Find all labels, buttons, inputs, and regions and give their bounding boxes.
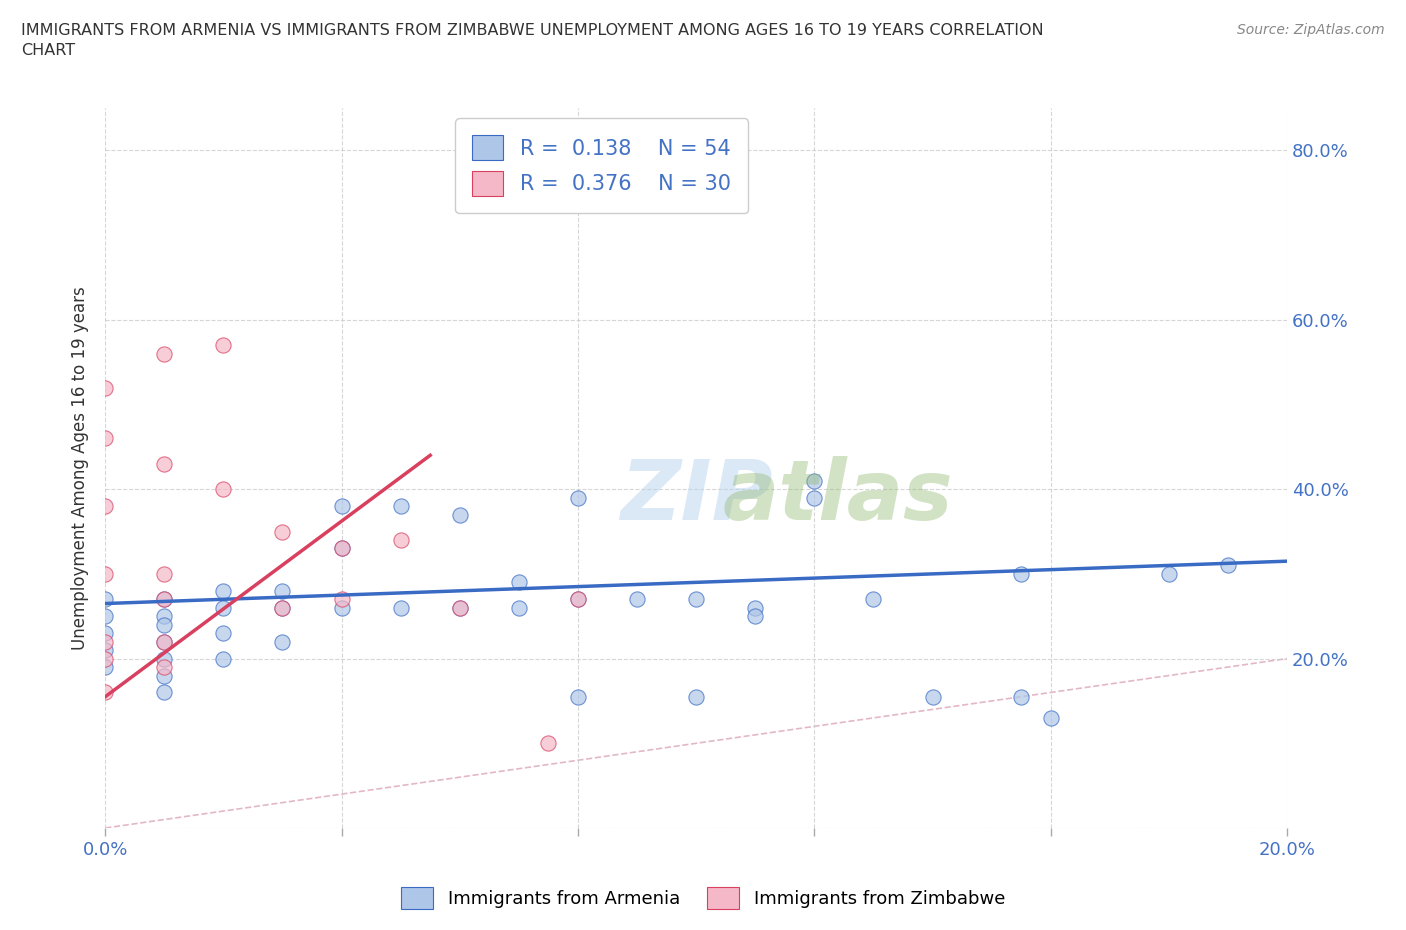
Point [153, 685, 176, 700]
Point [212, 482, 235, 497]
Point [94, 659, 117, 674]
Point [94, 591, 117, 606]
Point [94, 609, 117, 624]
Point [94, 651, 117, 666]
Point [94, 498, 117, 513]
Point [744, 601, 766, 616]
Point [212, 583, 235, 598]
Text: atlas: atlas [723, 457, 953, 538]
Y-axis label: Unemployment Among Ages 16 to 19 years: Unemployment Among Ages 16 to 19 years [72, 286, 89, 650]
Point [567, 490, 589, 505]
Point [153, 659, 176, 674]
Point [271, 634, 294, 649]
Point [271, 601, 294, 616]
Point [389, 533, 412, 548]
Point [94, 685, 117, 700]
Point [1010, 566, 1032, 581]
Point [449, 601, 471, 616]
Point [1216, 558, 1239, 573]
Point [153, 591, 176, 606]
Point [153, 609, 176, 624]
Point [153, 651, 176, 666]
Point [94, 380, 117, 395]
Point [1010, 689, 1032, 704]
Point [803, 473, 825, 488]
Point [508, 575, 530, 590]
Text: ZIP: ZIP [620, 457, 772, 538]
Point [271, 583, 294, 598]
Point [153, 346, 176, 361]
Point [567, 689, 589, 704]
Point [94, 643, 117, 658]
Point [212, 651, 235, 666]
Text: Source: ZipAtlas.com: Source: ZipAtlas.com [1237, 23, 1385, 37]
Point [685, 591, 707, 606]
Point [389, 498, 412, 513]
Text: IMMIGRANTS FROM ARMENIA VS IMMIGRANTS FROM ZIMBABWE UNEMPLOYMENT AMONG AGES 16 T: IMMIGRANTS FROM ARMENIA VS IMMIGRANTS FR… [21, 23, 1043, 58]
Point [449, 601, 471, 616]
Point [94, 626, 117, 641]
Point [330, 601, 353, 616]
Point [508, 601, 530, 616]
Point [330, 541, 353, 556]
Point [626, 591, 648, 606]
Point [537, 736, 560, 751]
Point [567, 591, 589, 606]
Point [567, 591, 589, 606]
Point [94, 431, 117, 445]
Point [153, 591, 176, 606]
Legend: R =  0.138    N = 54, R =  0.376    N = 30: R = 0.138 N = 54, R = 0.376 N = 30 [456, 118, 748, 213]
Point [153, 634, 176, 649]
Point [389, 601, 412, 616]
Point [212, 626, 235, 641]
Point [1039, 711, 1062, 725]
Point [330, 591, 353, 606]
Point [330, 498, 353, 513]
Point [685, 689, 707, 704]
Point [921, 689, 943, 704]
Point [94, 566, 117, 581]
Point [94, 634, 117, 649]
Legend: Immigrants from Armenia, Immigrants from Zimbabwe: Immigrants from Armenia, Immigrants from… [394, 880, 1012, 916]
Point [153, 618, 176, 632]
Point [744, 609, 766, 624]
Point [449, 507, 471, 522]
Point [153, 668, 176, 683]
Point [212, 601, 235, 616]
Point [803, 490, 825, 505]
Point [153, 634, 176, 649]
Point [330, 541, 353, 556]
Point [862, 591, 884, 606]
Point [271, 601, 294, 616]
Point [1157, 566, 1180, 581]
Point [212, 338, 235, 352]
Point [271, 525, 294, 539]
Point [153, 566, 176, 581]
Point [153, 457, 176, 472]
